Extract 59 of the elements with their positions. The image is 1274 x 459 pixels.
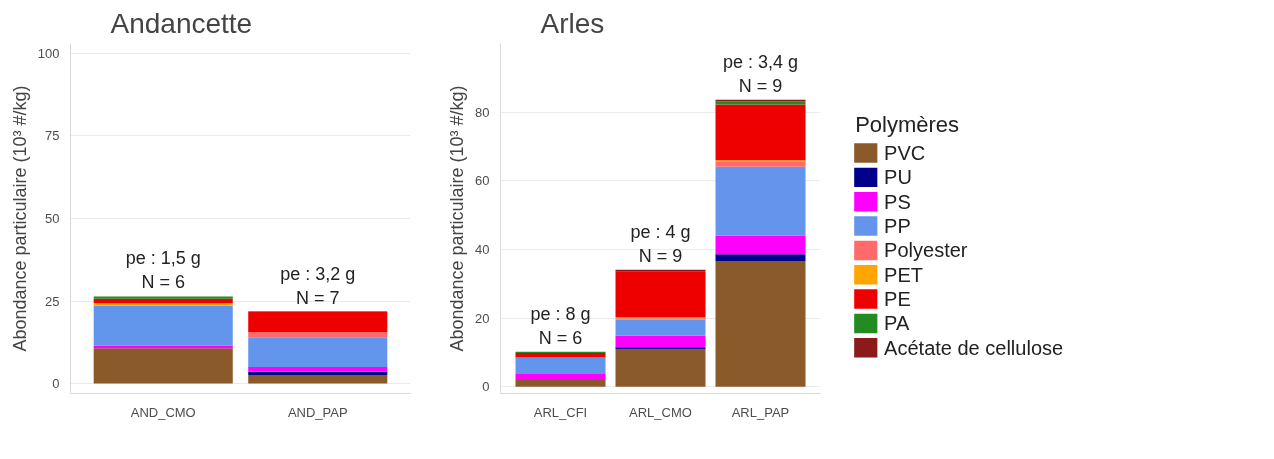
y-axis-title: Abondance particulaire (10³ #/kg) (9, 85, 30, 352)
bar (515, 373, 606, 381)
bar (248, 367, 388, 372)
annotation: pe : 3,4 g N = 9 (722, 51, 799, 96)
x-tick-label: ARL_CFI (533, 404, 588, 420)
bar (93, 348, 233, 384)
bar (615, 319, 706, 336)
legend-label: PS (884, 190, 911, 213)
bar (615, 269, 706, 272)
legend-label: PU (884, 166, 912, 189)
x-tick-label: AND_CMO (130, 404, 196, 420)
y-tick-label: 100 (37, 45, 60, 61)
annotation: pe : 3,2 g N = 7 (280, 263, 356, 308)
chart-title: Arles (540, 7, 605, 39)
bar (715, 261, 806, 387)
legend-label: Acétate de cellulose (884, 336, 1064, 359)
chart-title: Andancette (110, 7, 253, 39)
bar (515, 357, 606, 374)
legend-label: PA (884, 312, 910, 335)
legend-label: Polyester (884, 239, 968, 262)
y-tick-label: 80 (475, 104, 490, 120)
bar (93, 305, 233, 346)
bar (715, 161, 806, 167)
bar (248, 311, 388, 333)
bar (248, 375, 388, 384)
legend-label: PVC (884, 142, 926, 165)
bar (248, 337, 388, 368)
bar (715, 166, 806, 236)
y-tick-label: 25 (45, 293, 60, 309)
annotation: pe : 8 g N = 6 (530, 303, 591, 348)
y-tick-label: 75 (45, 128, 60, 144)
annotation: pe : 1,5 g N = 6 (125, 248, 201, 293)
y-tick-label: 50 (45, 211, 60, 226)
x-tick-label: ARL_CMO (629, 404, 692, 420)
legend-label: PP (884, 215, 911, 238)
bar (248, 371, 388, 376)
y-tick-label: 0 (52, 376, 60, 392)
legend-title: Polymères (855, 112, 960, 138)
legend-label: PET (884, 263, 924, 286)
x-tick-label: AND_PAP (287, 404, 348, 420)
bar (715, 235, 806, 255)
bar (93, 303, 233, 306)
legend-label: PE (884, 288, 911, 311)
bar (615, 335, 706, 348)
bar (615, 348, 706, 387)
annotation: pe : 4 g N = 9 (630, 221, 691, 266)
bar (515, 353, 606, 358)
bar (515, 380, 606, 387)
y-tick-label: 60 (475, 173, 490, 189)
y-tick-label: 0 (482, 379, 490, 395)
x-tick-label: ARL_PAP (731, 404, 790, 420)
y-axis-title: Abondance particulaire (10³ #/kg) (447, 85, 468, 352)
bar (93, 296, 233, 299)
y-tick-label: 20 (475, 310, 490, 326)
bar (715, 254, 806, 262)
bar (715, 104, 806, 161)
y-tick-label: 40 (475, 241, 490, 257)
bar (615, 271, 706, 318)
bar (248, 332, 388, 338)
